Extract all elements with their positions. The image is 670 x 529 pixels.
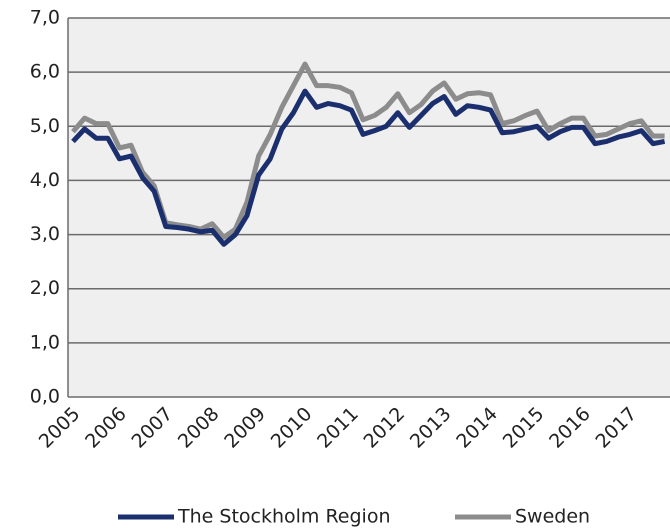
x-tick-label: 2013 — [406, 403, 456, 453]
y-tick-label: 7,0 — [30, 7, 60, 29]
y-tick-label: 6,0 — [30, 61, 60, 83]
legend-label: The Stockholm Region — [177, 506, 391, 528]
plot-area — [68, 18, 670, 397]
x-tick-label: 2011 — [313, 403, 363, 453]
y-tick-label: 4,0 — [30, 169, 60, 191]
x-tick-label: 2015 — [499, 403, 549, 453]
x-tick-label: 2014 — [452, 403, 502, 453]
x-tick-label: 2005 — [35, 403, 85, 453]
y-tick-label: 1,0 — [30, 331, 60, 353]
y-tick-label: 5,0 — [30, 115, 60, 137]
x-tick-label: 2007 — [127, 403, 177, 453]
y-tick-label: 2,0 — [30, 277, 60, 299]
x-tick-label: 2012 — [359, 403, 409, 453]
x-tick-label: 2010 — [267, 403, 317, 453]
y-tick-label: 3,0 — [30, 223, 60, 245]
x-tick-label: 2008 — [174, 403, 224, 453]
line-series — [71, 88, 666, 247]
x-tick-label: 2006 — [81, 403, 131, 453]
y-tick-label: 0,0 — [30, 386, 60, 408]
legend-label: Sweden — [515, 506, 590, 528]
x-tick-label: 2009 — [220, 403, 270, 453]
x-tick-label: 2016 — [545, 403, 595, 453]
x-tick-label: 2017 — [591, 403, 641, 453]
line-series — [71, 61, 665, 240]
